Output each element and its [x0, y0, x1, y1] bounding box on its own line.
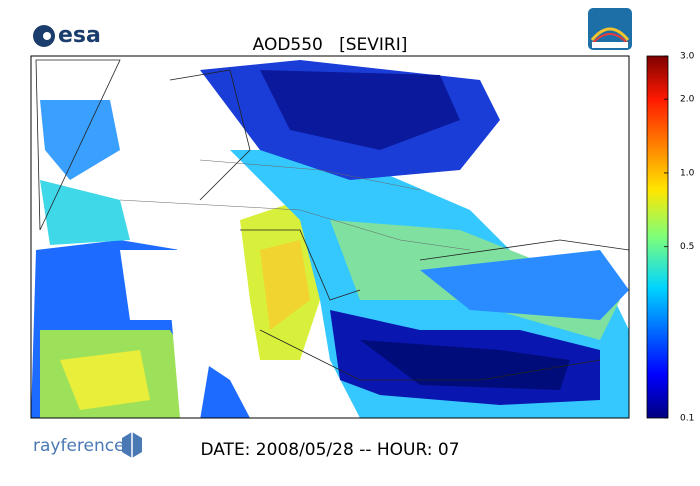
- colorbar-tick-label: 0.1: [680, 414, 694, 424]
- product-icon: [588, 8, 632, 50]
- colorbar-tick-label: 3.0: [680, 52, 695, 62]
- rayference-logo: rayference: [33, 432, 142, 458]
- colorbar-tick-label: 0.5: [680, 242, 694, 252]
- esa-logo: esa: [33, 23, 101, 48]
- map-frame: [30, 55, 630, 419]
- colorbar: [646, 55, 669, 419]
- esa-text: esa: [58, 23, 101, 48]
- date-caption: DATE: 2008/05/28 -- HOUR: 07: [200, 440, 459, 460]
- map-title: AOD550 [SEVIRI]: [253, 35, 408, 55]
- aod-map: [31, 56, 629, 418]
- rayference-text: rayference: [33, 436, 125, 456]
- colorbar-tick-label: 2.0: [680, 95, 695, 105]
- colorbar-tick-label: 1.0: [680, 168, 695, 178]
